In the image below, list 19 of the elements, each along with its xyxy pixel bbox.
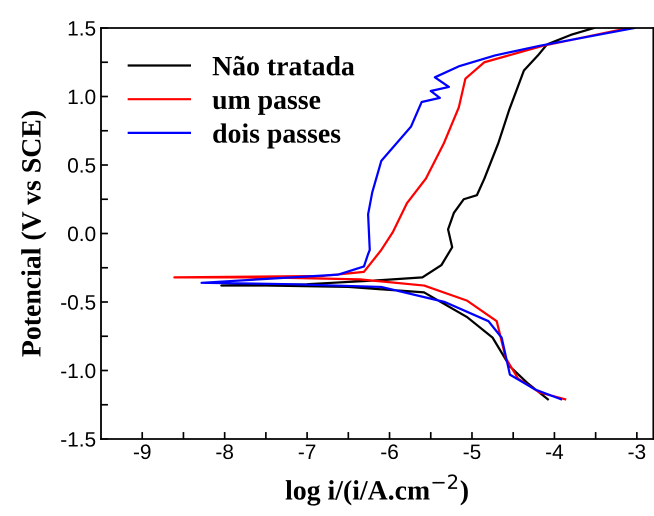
y-tick-label: -1.5 [61,432,96,447]
legend-label: dois passes [213,123,340,149]
x-tick-label: -6 [381,444,398,460]
x-tick-label: -3 [628,444,646,460]
y-tick-label: 0.0 [68,226,96,242]
x-axis-title: log i/(i/A.cm$^{−2}$) [286,474,468,506]
x-tick-label: -5 [464,444,480,460]
x-tick-label: -4 [546,444,564,459]
x-tick-label: -8 [216,444,234,460]
x-tick-label: -7 [298,444,316,459]
x-tick-label: -9 [134,444,150,460]
y-tick-label: 1.0 [68,90,96,104]
y-tick-label: 1.5 [68,21,96,36]
y-tick-label: -1.0 [61,364,96,378]
legend-label: um passe [212,96,320,115]
y-tick-label: 0.5 [68,158,96,173]
legend-label: Não tratada [212,56,354,76]
y-axis-title: Potencial (V vs SCE) [21,111,46,357]
y-tick-label: -0.5 [61,295,96,310]
